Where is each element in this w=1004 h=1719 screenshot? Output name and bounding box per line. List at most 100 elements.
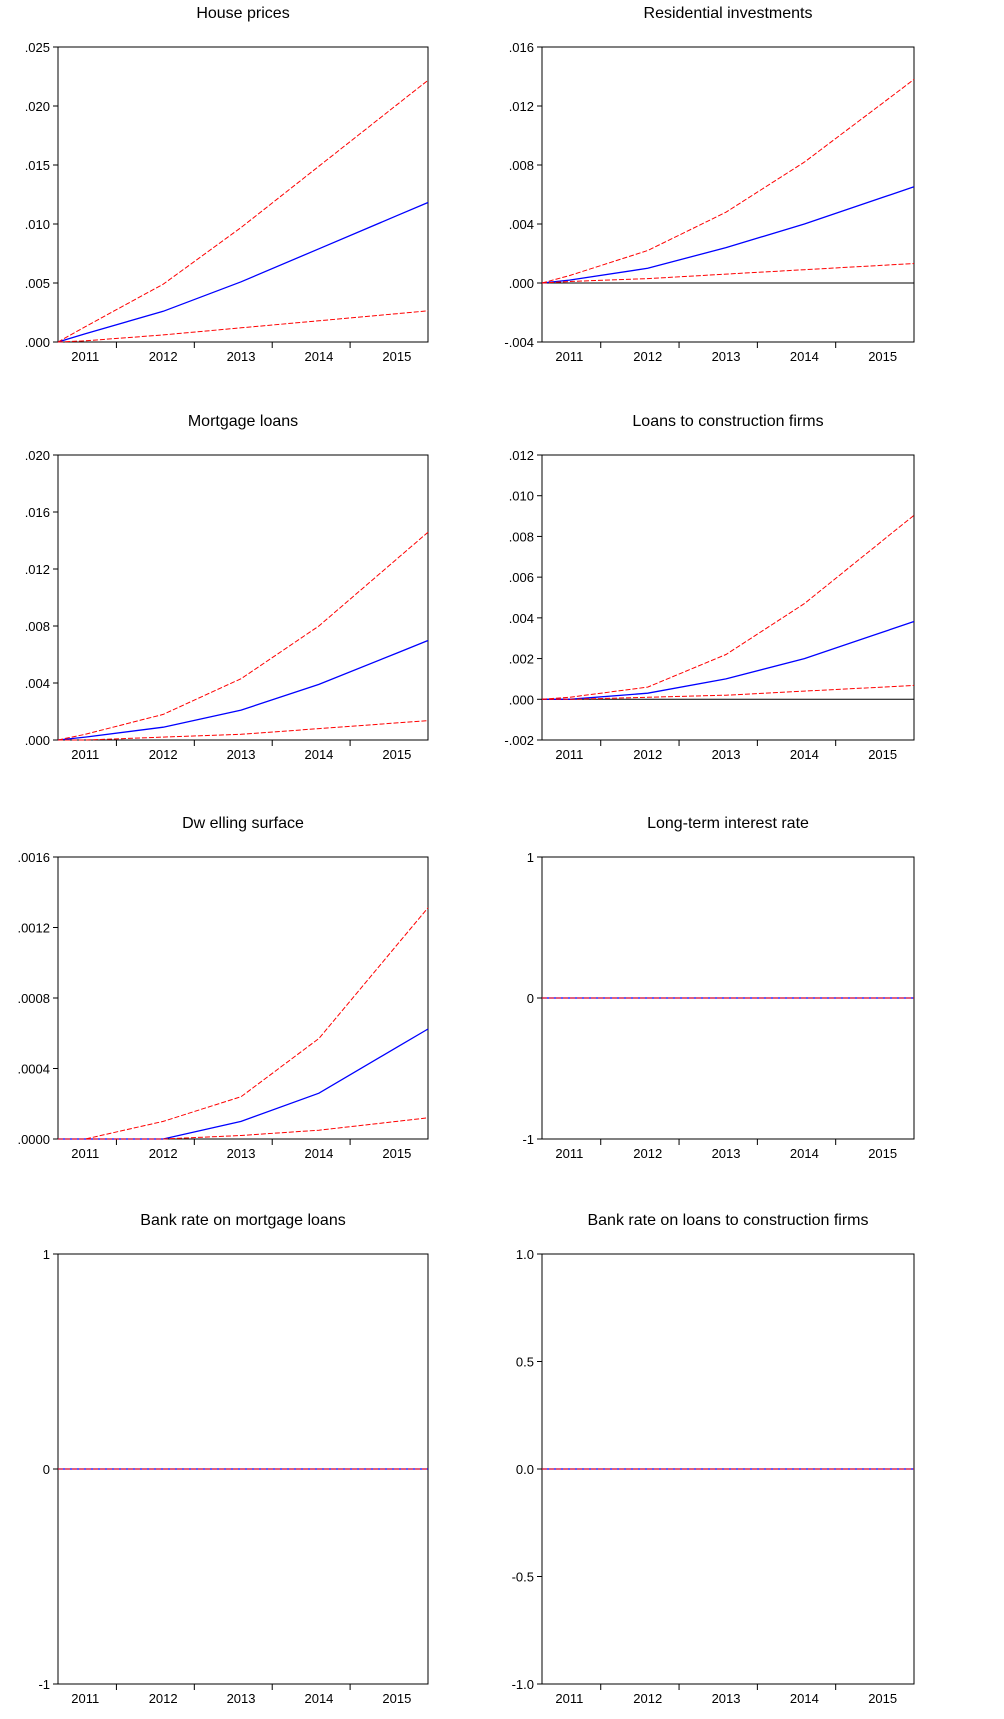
series-upper-line bbox=[57, 531, 429, 741]
y-tick-label: -1 bbox=[38, 1677, 50, 1692]
series-upper-line bbox=[541, 79, 915, 284]
plot-frame bbox=[57, 46, 429, 343]
x-tick-label: 2015 bbox=[868, 1691, 897, 1706]
panel-title: Bank rate on loans to construction firms bbox=[587, 1212, 868, 1229]
x-tick-label: 2011 bbox=[71, 349, 99, 364]
y-tick-label: -1 bbox=[522, 1132, 534, 1147]
x-tick-label: 2012 bbox=[149, 1146, 178, 1161]
x-tick-label: 2014 bbox=[790, 1146, 819, 1161]
x-tick-label: 2012 bbox=[149, 1691, 178, 1706]
y-tick-label: .010 bbox=[509, 489, 534, 504]
y-tick-label: 1 bbox=[43, 1247, 50, 1262]
y-tick-label: -.004 bbox=[504, 335, 534, 350]
x-tick-label: 2013 bbox=[712, 747, 741, 762]
y-tick-label: .020 bbox=[25, 99, 50, 114]
series-lower-line bbox=[542, 684, 915, 700]
x-tick-label: 2011 bbox=[555, 1691, 583, 1706]
series-upper-line bbox=[58, 907, 429, 1140]
chart-panel-3: Mortgage loans .000 .004 .008 .012 .016 .020 20… bbox=[25, 413, 429, 762]
x-tick-label: 2012 bbox=[633, 1691, 662, 1706]
chart-panel-8: Bank rate on loans to construction firms… bbox=[512, 1212, 915, 1706]
y-tick-label: -1.0 bbox=[512, 1677, 534, 1692]
x-tick-label: 2011 bbox=[555, 747, 583, 762]
y-tick-label: .008 bbox=[25, 619, 50, 634]
y-tick-label: .000 bbox=[25, 335, 50, 350]
x-tick-label: 2011 bbox=[555, 349, 583, 364]
y-tick-label: .006 bbox=[509, 570, 534, 585]
series-response-line bbox=[541, 186, 915, 284]
y-tick-label: .000 bbox=[509, 692, 534, 707]
series-lower-line bbox=[57, 720, 429, 741]
y-tick-label: .0012 bbox=[17, 921, 50, 936]
plot-frame bbox=[57, 856, 429, 1140]
chart-panel-4: Loans to construction firms -.002 .000 .002… bbox=[504, 413, 915, 762]
y-tick-label: .020 bbox=[25, 448, 50, 463]
x-tick-label: 2015 bbox=[868, 349, 897, 364]
y-tick-label: .016 bbox=[25, 505, 50, 520]
y-tick-label: .0016 bbox=[17, 850, 50, 865]
y-tick-label: 0 bbox=[527, 991, 534, 1006]
series-lower-line bbox=[541, 263, 915, 284]
plot-frame bbox=[541, 46, 915, 343]
y-tick-label: .012 bbox=[509, 448, 534, 463]
y-tick-label: .005 bbox=[25, 276, 50, 291]
y-tick-label: 1 bbox=[527, 850, 534, 865]
y-tick-label: .004 bbox=[509, 611, 534, 626]
y-tick-label: .000 bbox=[509, 276, 534, 291]
y-tick-label: .012 bbox=[509, 99, 534, 114]
x-tick-label: 2011 bbox=[71, 1691, 99, 1706]
y-tick-label: .010 bbox=[25, 217, 50, 232]
x-tick-label: 2011 bbox=[71, 1146, 99, 1161]
x-tick-label: 2015 bbox=[382, 747, 411, 762]
series-response-line bbox=[58, 1028, 429, 1140]
panel-title: Long-term interest rate bbox=[647, 815, 809, 832]
x-tick-label: 2014 bbox=[790, 1691, 819, 1706]
x-tick-label: 2013 bbox=[712, 1146, 741, 1161]
plot-frame bbox=[541, 454, 915, 741]
x-tick-label: 2011 bbox=[555, 1146, 583, 1161]
y-tick-label: .004 bbox=[509, 217, 534, 232]
panel-title: Dw elling surface bbox=[182, 815, 304, 832]
x-tick-label: 2013 bbox=[712, 1691, 741, 1706]
x-tick-label: 2014 bbox=[304, 747, 333, 762]
y-tick-label: .016 bbox=[509, 40, 534, 55]
x-tick-label: 2012 bbox=[633, 1146, 662, 1161]
x-tick-label: 2012 bbox=[149, 747, 178, 762]
panel-title: House prices bbox=[196, 5, 289, 22]
x-tick-label: 2014 bbox=[304, 1146, 333, 1161]
y-tick-label: .0008 bbox=[17, 991, 50, 1006]
x-tick-label: 2013 bbox=[227, 1146, 256, 1161]
y-tick-label: 0.0 bbox=[516, 1462, 534, 1477]
series-upper-line bbox=[541, 514, 915, 700]
y-tick-label: -0.5 bbox=[512, 1570, 534, 1585]
x-tick-label: 2014 bbox=[790, 349, 819, 364]
y-tick-label: .012 bbox=[25, 562, 50, 577]
panel-title: Bank rate on mortgage loans bbox=[140, 1212, 345, 1229]
chart-panel-1: House prices .000 .005 .010 .015 .020 .025 2011… bbox=[25, 5, 429, 364]
x-tick-label: 2013 bbox=[712, 349, 741, 364]
x-tick-label: 2012 bbox=[633, 747, 662, 762]
x-tick-label: 2011 bbox=[71, 747, 99, 762]
y-tick-label: .0000 bbox=[17, 1132, 50, 1147]
y-tick-label: -.002 bbox=[504, 733, 534, 748]
panel-title: Mortgage loans bbox=[188, 413, 298, 430]
y-tick-label: .008 bbox=[509, 158, 534, 173]
panel-title: Loans to construction firms bbox=[632, 413, 823, 430]
y-tick-label: .004 bbox=[25, 676, 50, 691]
x-tick-label: 2015 bbox=[868, 747, 897, 762]
y-tick-label: 0.5 bbox=[516, 1355, 534, 1370]
y-tick-label: .008 bbox=[509, 529, 534, 544]
y-tick-label: 1.0 bbox=[516, 1247, 534, 1262]
series-lower-line bbox=[57, 310, 429, 343]
y-tick-label: .015 bbox=[25, 158, 50, 173]
y-tick-label: .000 bbox=[25, 733, 50, 748]
y-tick-label: .0004 bbox=[17, 1062, 50, 1077]
y-tick-label: 0 bbox=[43, 1462, 50, 1477]
x-tick-label: 2013 bbox=[227, 349, 256, 364]
x-tick-label: 2014 bbox=[790, 747, 819, 762]
plot-frame bbox=[57, 454, 429, 741]
x-tick-label: 2015 bbox=[382, 349, 411, 364]
chart-panel-7: Bank rate on mortgage loans -1 0 1 2011 2012 2… bbox=[38, 1212, 429, 1706]
series-response-line bbox=[57, 639, 429, 741]
